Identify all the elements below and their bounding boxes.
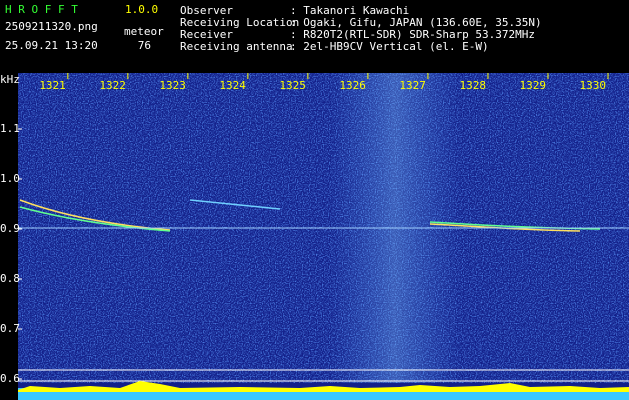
- y-tick-label: 0.6: [0, 372, 20, 385]
- y-tick-label: 0.8: [0, 272, 20, 285]
- x-tick-label: 1329: [519, 79, 546, 92]
- x-tick-label: 1326: [339, 79, 366, 92]
- field-label: Receiving Location: [180, 16, 299, 29]
- field-value: : Ogaki, Gifu, JAPAN (136.60E, 35.35N): [290, 16, 542, 29]
- count: 76: [138, 39, 151, 52]
- echo: [19, 206, 171, 232]
- y-tick-label: 0.9: [0, 222, 20, 235]
- x-tick-label: 1323: [159, 79, 186, 92]
- echoes: [18, 199, 629, 232]
- datetime: 25.09.21 13:20: [5, 39, 98, 52]
- y-tick-label: 0.7: [0, 322, 20, 335]
- mode: meteor: [124, 25, 164, 38]
- power-trace: [18, 381, 629, 392]
- x-tick-label: 1324: [219, 79, 246, 92]
- version: 1.0.0: [125, 3, 158, 16]
- echo: [189, 199, 281, 210]
- field-value: : 2el-HB9CV Vertical (el. E-W): [290, 40, 489, 53]
- field-value: : Takanori Kawachi: [290, 4, 409, 17]
- y-axis-label: kHz: [0, 73, 20, 86]
- x-tick-label: 1328: [459, 79, 486, 92]
- file-name: 2509211320.png: [5, 20, 98, 33]
- y-tick-label: 1.0: [0, 172, 20, 185]
- field-label: Observer: [180, 4, 233, 17]
- app-name: H R O F F T: [5, 3, 78, 16]
- field-label: Receiving antenna: [180, 40, 293, 53]
- x-tick-label: 1327: [399, 79, 426, 92]
- echo: [429, 221, 601, 230]
- x-tick-label: 1322: [99, 79, 126, 92]
- y-tick-label: 1.1: [0, 122, 20, 135]
- field-value: : R820T2(RTL-SDR) SDR-Sharp 53.372MHz: [290, 28, 535, 41]
- field-label: Receiver: [180, 28, 233, 41]
- x-tick-label: 1330: [579, 79, 606, 92]
- header: H R O F F T 1.0.0 2509211320.png meteor …: [5, 3, 164, 52]
- x-tick-label: 1325: [279, 79, 306, 92]
- x-tick-label: 1321: [39, 79, 66, 92]
